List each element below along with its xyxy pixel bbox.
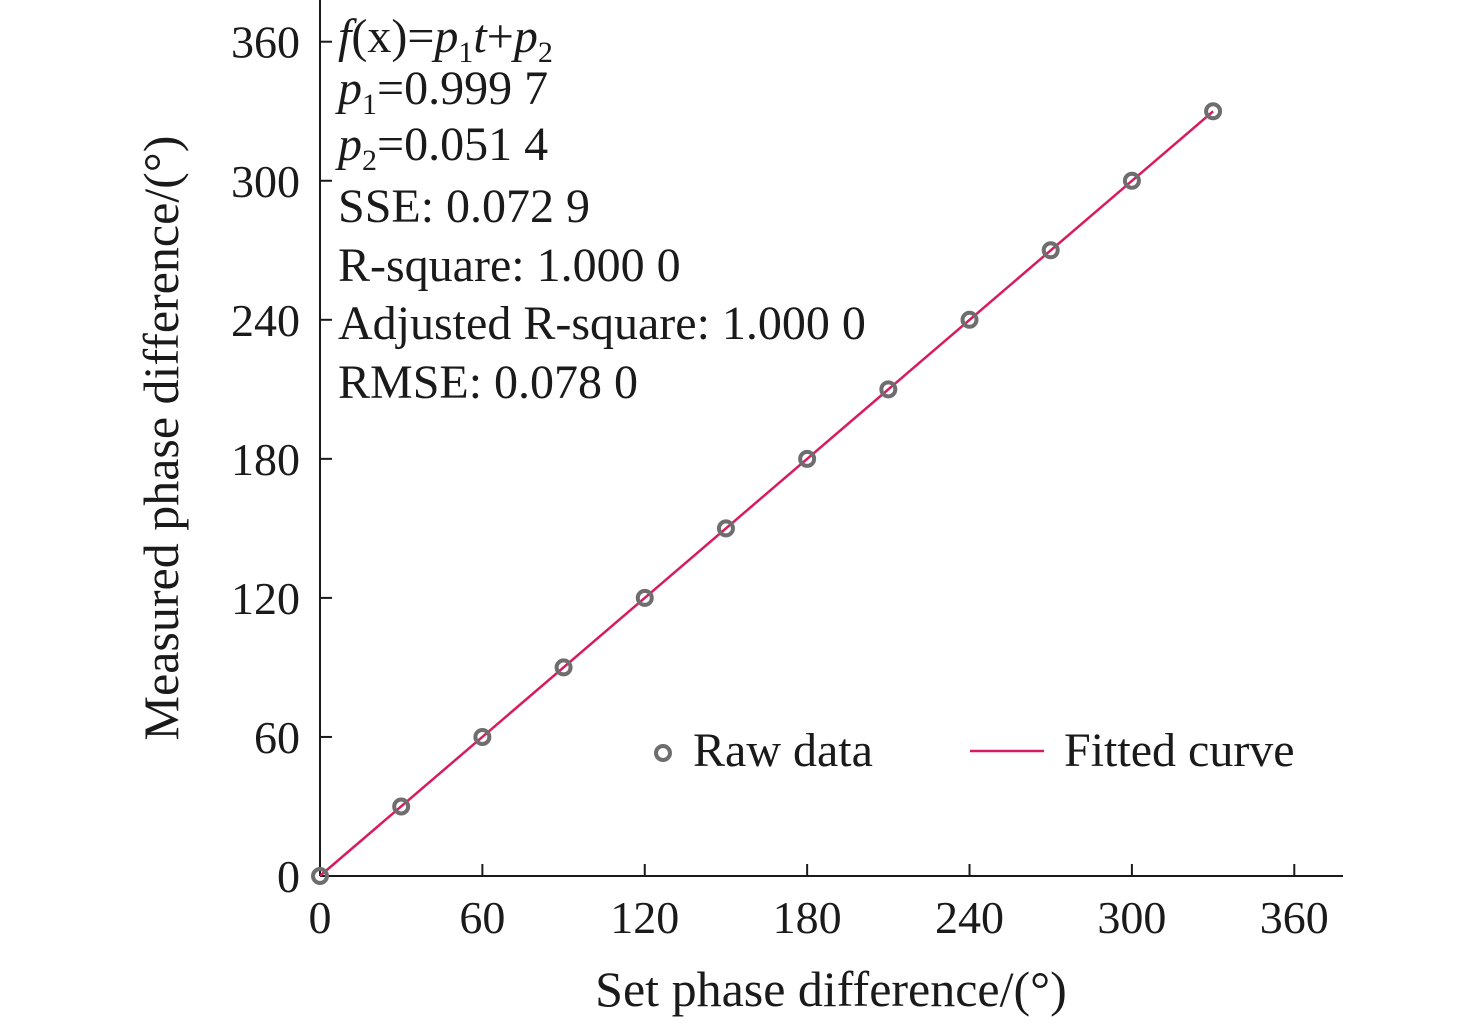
raw-data-point — [1122, 171, 1141, 190]
p1-text: p1=0.999 7 — [335, 62, 548, 121]
sse-text: SSE: 0.072 9 — [338, 180, 590, 233]
fitted-curve-line — [319, 110, 1214, 877]
y-tick-label: 300 — [231, 156, 300, 207]
y-tick-label: 360 — [231, 17, 300, 68]
x-axis-title: Set phase difference/(°) — [595, 961, 1067, 1017]
adjusted-r-square-text: Adjusted R-square: 1.000 0 — [338, 297, 866, 350]
raw-data-layer — [311, 102, 1223, 885]
rmse-text: RMSE: 0.078 0 — [338, 356, 638, 409]
raw-data-point — [1204, 102, 1223, 121]
y-tick-label: 180 — [231, 434, 300, 485]
y-tick-label: 0 — [277, 851, 300, 902]
axes — [319, 0, 1343, 877]
x-tick-label: 60 — [459, 892, 505, 943]
x-ticks: 0 60 120 180 240 300 360 — [309, 864, 1329, 943]
raw-data-point — [554, 658, 573, 677]
p2-text: p2=0.051 4 — [335, 118, 548, 177]
raw-data-point — [473, 727, 492, 746]
y-tick-label: 60 — [254, 712, 300, 763]
r-square-text: R-square: 1.000 0 — [338, 239, 681, 292]
raw-data-point — [798, 449, 817, 468]
y-ticks: 0 60 120 180 240 300 360 — [231, 17, 332, 902]
legend-raw-data-marker — [654, 744, 672, 762]
raw-data-point — [1041, 241, 1060, 260]
x-tick-label: 120 — [610, 892, 679, 943]
x-tick-label: 300 — [1097, 892, 1166, 943]
raw-data-point — [392, 797, 411, 816]
raw-data-point — [960, 310, 979, 329]
legend-raw-data-label: Raw data — [693, 724, 873, 777]
fit-annotation: f(x)=p1t+p2 p1=0.999 7 p2=0.051 4 SSE: 0… — [335, 10, 866, 409]
equation-text: f(x)=p1t+p2 — [338, 10, 553, 69]
y-tick-label: 240 — [231, 295, 300, 346]
y-axis-title: Measured phase difference/(°) — [133, 136, 189, 741]
legend: Raw data Fitted curve — [654, 724, 1295, 777]
x-tick-label: 240 — [935, 892, 1004, 943]
x-tick-label: 0 — [309, 892, 332, 943]
raw-data-point — [879, 380, 898, 399]
raw-data-point — [716, 519, 735, 538]
y-tick-label: 120 — [231, 573, 300, 624]
raw-data-point — [635, 588, 654, 607]
x-tick-label: 180 — [773, 892, 842, 943]
fitted-curve-layer — [319, 110, 1214, 877]
raw-data-point — [311, 867, 329, 885]
x-tick-label: 360 — [1260, 892, 1329, 943]
legend-fitted-curve-label: Fitted curve — [1064, 724, 1295, 777]
